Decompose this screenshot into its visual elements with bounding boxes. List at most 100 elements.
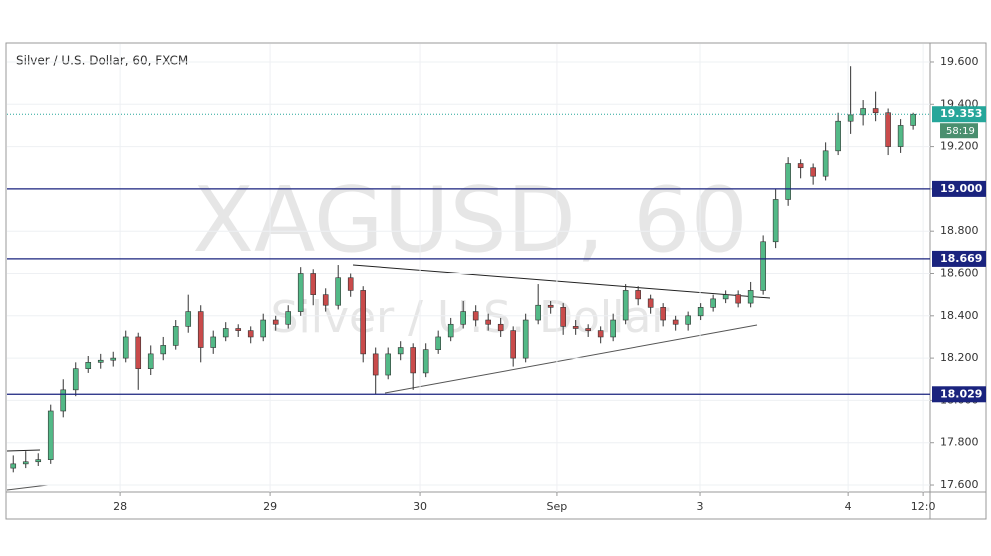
- y-tick-label: 17.800: [940, 436, 979, 449]
- candle-body: [85, 362, 92, 369]
- candle-body: [297, 273, 304, 312]
- level-label-box: [932, 386, 986, 403]
- candle-body: [522, 319, 529, 359]
- candle-body: [835, 120, 841, 152]
- candle-body: [797, 163, 804, 169]
- candle-body: [860, 108, 866, 116]
- countdown: 58:19: [946, 126, 975, 137]
- candle-body: [472, 311, 479, 321]
- y-tick-label: 18.800: [940, 224, 979, 237]
- candle-body: [847, 114, 854, 122]
- x-tick-label: 4: [845, 500, 852, 513]
- candle-body: [560, 307, 566, 327]
- candle-body: [585, 328, 591, 331]
- x-tick-label: 3: [697, 500, 704, 513]
- candle-body: [422, 349, 429, 374]
- candle-body: [435, 336, 441, 350]
- candle-body: [810, 167, 816, 177]
- candle-body: [760, 241, 766, 291]
- candle-body: [685, 315, 691, 325]
- candle-body: [272, 319, 279, 325]
- candle-body: [172, 326, 179, 346]
- candle-body: [335, 277, 342, 306]
- candle-body: [485, 319, 491, 325]
- y-tick-label: 18.600: [940, 266, 979, 279]
- candle-body: [647, 298, 654, 308]
- trend-line-left-lower: [6, 484, 49, 491]
- candle-body: [60, 389, 67, 412]
- candle-body: [660, 307, 666, 321]
- chart-frame: [5, 42, 987, 520]
- candle-body: [210, 336, 217, 348]
- candle-body: [322, 294, 329, 306]
- candle-body: [197, 311, 204, 348]
- y-tick-label: 17.600: [940, 478, 979, 491]
- candle-body: [722, 294, 729, 300]
- x-tick-label: 29: [263, 500, 277, 513]
- y-tick-label: 18.200: [940, 351, 979, 364]
- candle-body: [260, 319, 267, 338]
- candle-body: [635, 290, 641, 300]
- candle-body: [247, 330, 254, 338]
- candle-body: [110, 357, 117, 361]
- level-label: 18.669: [940, 252, 982, 265]
- candle-body: [410, 347, 416, 374]
- candle-body: [285, 311, 292, 325]
- candle-body: [910, 113, 916, 126]
- candle-body: [822, 150, 829, 177]
- candle-body: [897, 125, 904, 147]
- countdown-box: [940, 123, 978, 139]
- candle-body: [785, 163, 791, 200]
- x-tick-label: Sep: [547, 500, 568, 513]
- trend-line-lower: [384, 324, 758, 394]
- candle-body: [885, 112, 891, 147]
- candle-body: [872, 108, 879, 114]
- candle-body: [747, 290, 754, 304]
- candle-body: [710, 298, 716, 308]
- y-tick-label: 19.600: [940, 55, 979, 68]
- candle-body: [460, 311, 466, 325]
- candle-body: [397, 347, 404, 355]
- trend-line-left: [6, 449, 41, 452]
- candle-body: [497, 323, 504, 331]
- level-label: 19.000: [940, 182, 983, 195]
- candle-body: [597, 330, 604, 338]
- candle-body: [185, 311, 192, 327]
- candle-body: [22, 461, 29, 465]
- candle-body: [447, 323, 454, 338]
- candle-body: [10, 463, 17, 469]
- candle-body: [35, 459, 42, 463]
- candle-body: [122, 336, 129, 359]
- x-tick-label: 30: [413, 500, 427, 513]
- candle-body: [135, 336, 142, 369]
- y-tick-label: 18.400: [940, 309, 979, 322]
- level-label-box: [932, 180, 986, 197]
- y-tick-label: 19.200: [940, 140, 979, 153]
- candle-body: [372, 353, 379, 376]
- level-label: 18.029: [940, 387, 982, 400]
- level-label-box: [932, 250, 986, 267]
- candle-body: [360, 290, 367, 355]
- candle-body: [222, 328, 229, 338]
- watermark-subtitle: Silver / U.S. Dollar: [271, 292, 671, 343]
- x-tick-label: 12:0: [911, 500, 936, 513]
- last-price-box: [932, 106, 986, 123]
- candle-body: [697, 307, 704, 317]
- watermark: XAGUSD, 60: [192, 168, 747, 273]
- candle-body: [610, 319, 616, 338]
- candle-body: [672, 319, 679, 325]
- candle-body: [772, 199, 779, 243]
- chart-title: Silver / U.S. Dollar, 60, FXCM: [16, 54, 188, 68]
- candle-body: [622, 290, 629, 321]
- candle-body: [160, 345, 167, 355]
- candle-body: [510, 330, 516, 359]
- candle-body: [147, 353, 154, 369]
- candle-body: [72, 368, 79, 391]
- candle-body: [572, 326, 579, 329]
- x-tick-label: 28: [113, 500, 127, 513]
- candle-body: [97, 359, 104, 363]
- candle-body: [735, 294, 741, 304]
- candle-body: [547, 304, 554, 308]
- candle-body: [347, 277, 354, 291]
